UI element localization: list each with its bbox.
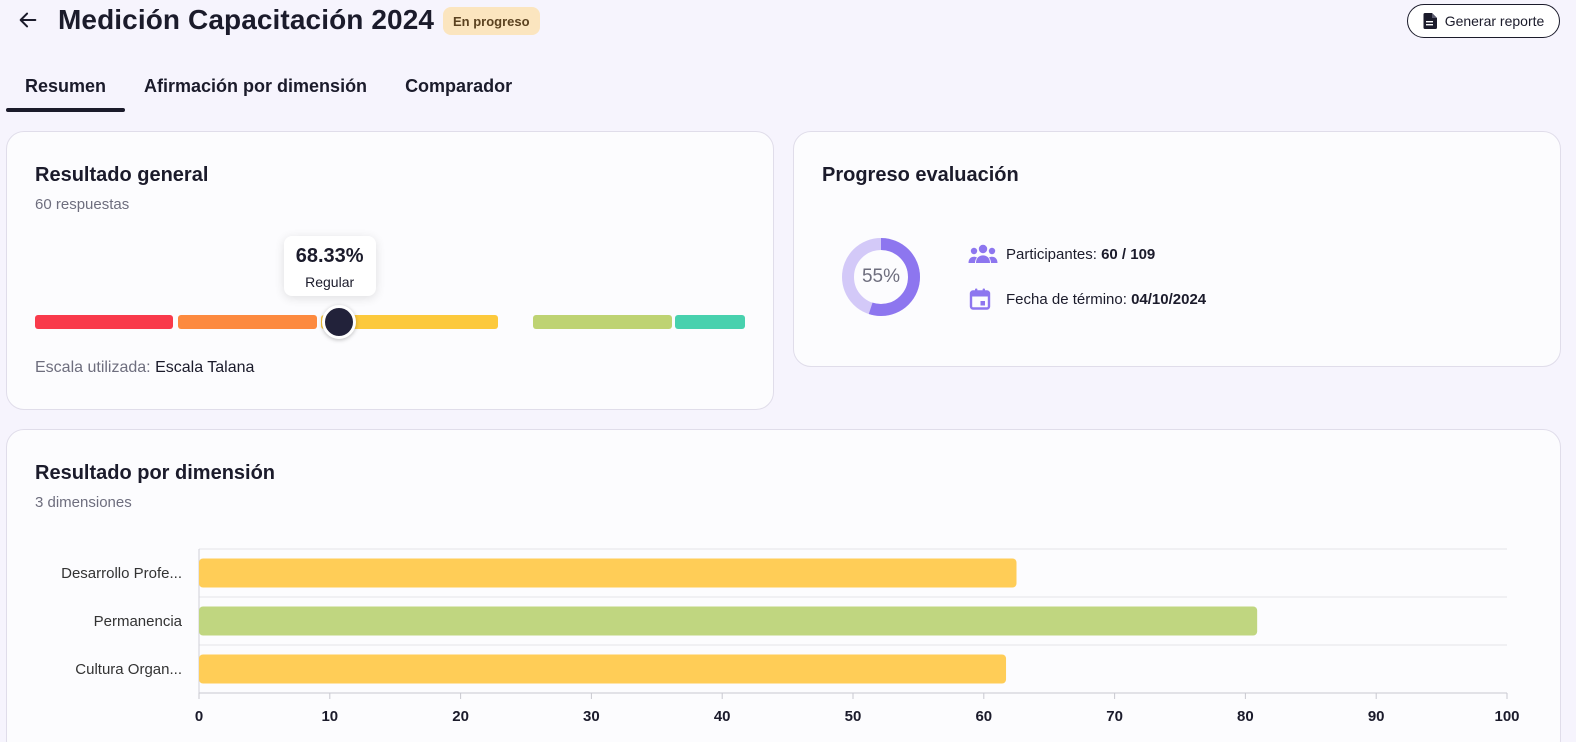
scale-segment-good [533,315,672,329]
scale-name: Escala Talana [155,359,255,376]
end-date-label: Fecha de término: [1006,290,1127,308]
card-subtitle: 60 respuestas [35,196,130,213]
bar-3 [199,654,1007,684]
end-date-value: 04/10/2024 [1131,290,1207,308]
dimension-bar-chart: 0 10 20 30 40 50 60 70 80 90 100 Desarrollo Profe..… [61,548,1520,725]
tab-resumen[interactable]: Resumen [6,62,126,112]
group-icon [968,242,998,266]
scale-label: Escala utilizada: [35,359,151,376]
result-rating: Regular [305,274,355,290]
x-tick-label: 80 [1237,708,1254,725]
result-percentage: 68.33% [295,245,364,267]
scale-info: Escala utilizada: Escala Talana [35,359,254,377]
card-subtitle: 3 dimensiones [35,494,132,511]
bar-1 [199,558,1017,588]
evaluation-progress-card: Progreso evaluación 55% Participantes: 6… [793,131,1561,367]
x-tick-label: 90 [1368,708,1385,725]
page-header: Medición Capacitación 2024 En progreso G… [0,0,1576,44]
status-badge: En progreso [443,7,540,35]
tab-comparador[interactable]: Comparador [405,76,513,96]
category-label: Permanencia [94,613,183,630]
result-marker [321,305,356,339]
bar-2 [199,606,1258,636]
card-title: Resultado general [35,164,209,186]
donut-fill [842,238,920,316]
result-tooltip: 68.33% Regular [283,236,376,296]
general-result-card: Resultado general 60 respuestas 68.33% R… [6,131,774,410]
category-label: Cultura Organ... [75,661,182,678]
progress-percentage: 55% [861,266,901,287]
card-title: Resultado por dimensión [35,462,276,484]
category-label: Desarrollo Profe... [61,565,182,582]
participants-row: Participantes: 60 / 109 [968,242,1155,266]
generate-report-button[interactable]: Generar reporte [1407,4,1560,38]
scale-segment-very-low [35,315,173,329]
tab-bar: Resumen Afirmación por dimensión Compara… [6,62,531,112]
end-date-row: Fecha de término: 04/10/2024 [968,287,1206,311]
document-icon [1423,13,1437,29]
back-button[interactable] [14,6,42,34]
x-tick-label: 0 [195,708,203,725]
x-tick-label: 40 [714,708,731,725]
x-tick-label: 20 [452,708,469,725]
participants-label: Participantes: [1006,245,1097,263]
dimension-result-card: Resultado por dimensión 3 dimensiones 0 1… [6,429,1561,742]
arrow-left-icon [19,12,37,28]
scale-segment-low [178,315,317,329]
participants-value: 60 / 109 [1101,245,1156,263]
calendar-icon [968,287,998,311]
scale-segment-regular [321,315,498,329]
tab-afirmacion-por-dimension[interactable]: Afirmación por dimensión [144,76,368,96]
x-tick-label: 30 [583,708,600,725]
x-tick-label: 100 [1494,708,1519,725]
x-tick-label: 60 [975,708,992,725]
scale-segment-excellent [675,315,745,329]
generate-report-label: Generar reporte [1444,13,1545,29]
x-tick-label: 50 [845,708,862,725]
page-title: Medición Capacitación 2024 [58,4,435,35]
x-tick-label: 10 [321,708,338,725]
x-tick-label: 70 [1106,708,1123,725]
progress-donut [842,238,920,316]
card-title: Progreso evaluación [822,164,1019,186]
